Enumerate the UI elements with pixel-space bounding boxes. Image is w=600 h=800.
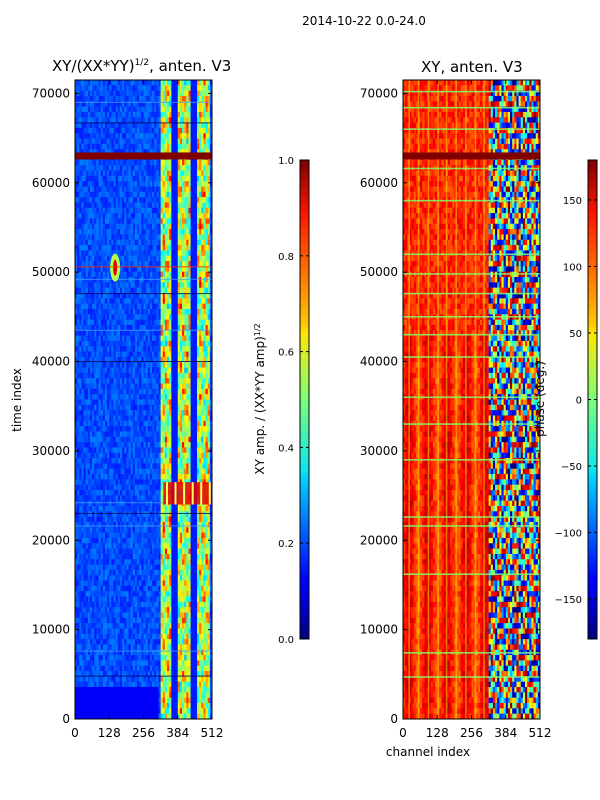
amp-heatmap-panel: 0 128 256 384 512 0 10000 20000 30000 40000 50000 6…	[32, 79, 224, 740]
colorbar-tick-label: 0.4	[278, 443, 294, 454]
colorbar-tick-label: −150	[555, 595, 582, 606]
colorbar-tick-label: 0.2	[278, 539, 294, 550]
y-tick-label: 30000	[32, 444, 70, 458]
y-tick-label: 50000	[360, 265, 398, 279]
x-tick-label: 384	[166, 726, 189, 740]
phase-colorbar: −150 −100 −50 0 50 100 150	[555, 159, 598, 640]
colorbar-tick-label: 100	[563, 262, 582, 273]
amp-panel-title: XY/(XX*YY)1/2, anten. V3	[52, 57, 232, 75]
x-tick-label: 256	[460, 726, 483, 740]
phase-colorbar-label: phase (deg.)	[533, 361, 547, 437]
y-tick-label: 70000	[360, 86, 398, 100]
x-tick-label: 128	[426, 726, 449, 740]
x-tick-label: 0	[399, 726, 407, 740]
colorbar-tick-label: 1.0	[278, 156, 294, 167]
time-index-ylabel: time index	[10, 368, 24, 432]
y-tick-label: 20000	[360, 533, 398, 547]
colorbar-tick-label: −100	[555, 529, 582, 540]
phase-axes: 0 128 256 384 512 0 10000 20000 30000 40000 50000 6…	[360, 80, 552, 740]
colorbar-tick-label: 0.0	[278, 635, 294, 646]
x-tick-label: 0	[71, 726, 79, 740]
phase-panel-title: XY, anten. V3	[421, 58, 523, 76]
x-tick-label: 512	[201, 726, 224, 740]
y-tick-label: 60000	[360, 176, 398, 190]
amp-axes: 0 128 256 384 512 0 10000 20000 30000 40000 50000 6…	[32, 80, 224, 740]
phase-colorbar-ticks: −150 −100 −50 0 50 100 150	[555, 196, 597, 606]
x-tick-label: 512	[529, 726, 552, 740]
amp-heatmap-image	[75, 80, 212, 719]
amp-colorbar-label: XY amp. / (XX*YY amp)1/2	[253, 323, 268, 474]
phase-heatmap-panel: 0 128 256 384 512 0 10000 20000 30000 40000 50000 6…	[360, 79, 552, 740]
colorbar-tick-label: 0	[576, 396, 582, 407]
x-tick-label: 384	[494, 726, 517, 740]
colorbar-tick-label: 0.6	[278, 348, 294, 359]
y-tick-label: 0	[62, 712, 70, 726]
amp-colorbar: 0.0 0.2 0.4 0.6 0.8 1.0	[278, 156, 310, 646]
y-tick-label: 40000	[360, 355, 398, 369]
x-tick-label: 128	[98, 726, 121, 740]
colorbar-tick-label: 0.8	[278, 252, 294, 263]
phase-heatmap-image	[403, 80, 540, 719]
colorbar-tick-label: 150	[563, 196, 582, 207]
y-tick-label: 10000	[32, 623, 70, 637]
y-tick-label: 0	[390, 712, 398, 726]
y-tick-label: 50000	[32, 265, 70, 279]
y-tick-label: 40000	[32, 355, 70, 369]
colorbar-tick-label: 50	[569, 329, 582, 340]
colorbar-tick-label: −50	[561, 462, 582, 473]
y-tick-label: 20000	[32, 533, 70, 547]
y-tick-label: 60000	[32, 176, 70, 190]
y-tick-label: 10000	[360, 623, 398, 637]
figure-suptitle: 2014-10-22 0.0-24.0	[302, 14, 426, 28]
y-tick-label: 30000	[360, 444, 398, 458]
y-tick-label: 70000	[32, 86, 70, 100]
amp-colorbar-ticks: 0.0 0.2 0.4 0.6 0.8 1.0	[278, 156, 309, 646]
channel-index-xlabel: channel index	[386, 745, 470, 759]
x-tick-label: 256	[132, 726, 155, 740]
